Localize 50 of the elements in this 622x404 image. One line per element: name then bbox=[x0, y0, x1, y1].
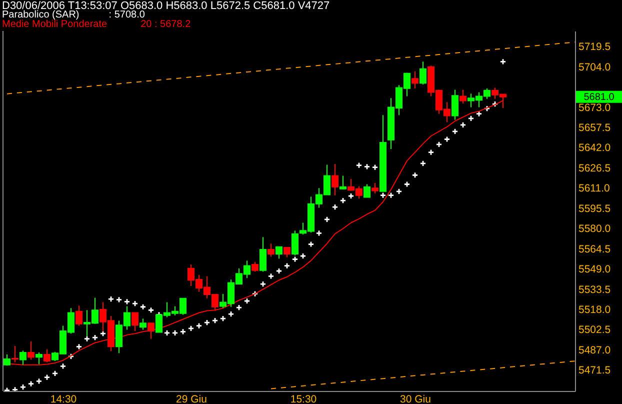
candlestick bbox=[332, 164, 338, 196]
y-tick-label: 5564.5 bbox=[578, 243, 611, 256]
candlestick bbox=[44, 348, 50, 363]
text: Medie Mobili Ponderate bbox=[2, 19, 108, 30]
y-tick-label: 5719.5 bbox=[578, 41, 611, 54]
candlestick bbox=[292, 230, 298, 256]
candlestick bbox=[460, 89, 466, 104]
y-tick-label: 5487.0 bbox=[578, 344, 611, 356]
candlestick bbox=[76, 305, 82, 326]
y-tick-label: 5502.5 bbox=[578, 324, 611, 336]
candlestick bbox=[20, 350, 26, 366]
y-tick-label: 5626.5 bbox=[578, 162, 611, 174]
line-series bbox=[6, 42, 575, 94]
candlestick bbox=[452, 89, 458, 120]
candlestick bbox=[148, 322, 154, 340]
y-tick-label: 5704.0 bbox=[578, 61, 611, 74]
y-tick-label: 5595.5 bbox=[578, 202, 611, 215]
x-tick-label: 15:30 bbox=[290, 394, 317, 404]
candlestick bbox=[420, 61, 426, 85]
candlestick bbox=[284, 247, 290, 258]
y-tick-label: 5673.0 bbox=[578, 102, 611, 114]
candlestick bbox=[268, 243, 274, 258]
text: Parabolico (SAR) bbox=[2, 10, 80, 20]
line-series bbox=[270, 360, 575, 390]
x-tick-label: 29 Giu bbox=[176, 394, 208, 404]
candlestick bbox=[140, 318, 146, 330]
candlestick bbox=[36, 352, 42, 365]
candlestick bbox=[364, 184, 370, 198]
y-tick-label: 5518.0 bbox=[578, 304, 611, 316]
x-tick-label: 30 Giu bbox=[400, 394, 432, 404]
candlestick bbox=[372, 182, 378, 194]
text: 20 : 5678.2 bbox=[140, 19, 192, 30]
candlestick bbox=[412, 70, 418, 89]
x-tick-label: 14:30 bbox=[50, 394, 77, 404]
y-tick-label: 5580.0 bbox=[578, 223, 611, 236]
y-tick-label: 5642.0 bbox=[578, 142, 611, 154]
text: 5681.0 bbox=[584, 92, 615, 103]
candlestick bbox=[276, 246, 282, 260]
candlestick bbox=[260, 236, 266, 272]
y-tick-label: 5657.5 bbox=[578, 122, 611, 134]
text: : 5708.0 bbox=[108, 10, 146, 20]
y-tick-label: 5549.0 bbox=[578, 264, 611, 276]
y-tick-label: 5611.0 bbox=[578, 182, 610, 195]
y-tick-label: 5533.5 bbox=[578, 284, 611, 296]
candlestick bbox=[132, 312, 138, 332]
candlestick bbox=[340, 175, 346, 190]
candlestick bbox=[12, 346, 18, 363]
candlestick bbox=[252, 261, 258, 272]
y-tick-label: 5471.5 bbox=[578, 364, 611, 377]
candlestick bbox=[28, 340, 34, 360]
